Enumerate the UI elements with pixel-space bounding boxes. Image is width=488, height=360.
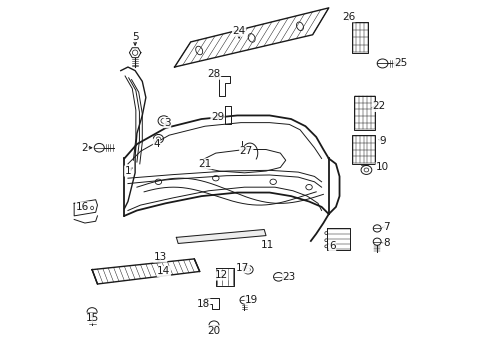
- Text: 22: 22: [371, 102, 385, 112]
- Polygon shape: [176, 229, 265, 243]
- Text: 7: 7: [382, 222, 388, 231]
- Text: 6: 6: [328, 241, 335, 251]
- Text: 17: 17: [236, 263, 249, 273]
- Text: 15: 15: [85, 313, 99, 323]
- Text: 10: 10: [375, 162, 388, 172]
- Text: 1: 1: [124, 166, 131, 176]
- Text: 3: 3: [164, 118, 170, 128]
- Text: 8: 8: [382, 238, 388, 248]
- Text: 29: 29: [210, 112, 224, 122]
- Text: 24: 24: [232, 26, 245, 36]
- Text: 12: 12: [214, 270, 227, 280]
- Text: 5: 5: [132, 32, 138, 41]
- Text: 25: 25: [393, 58, 407, 68]
- Text: 13: 13: [153, 252, 166, 262]
- Text: 19: 19: [244, 295, 258, 305]
- Text: 21: 21: [198, 159, 211, 169]
- Text: 26: 26: [341, 12, 354, 22]
- Text: 14: 14: [157, 266, 170, 276]
- Text: 2: 2: [81, 143, 88, 153]
- Text: 20: 20: [207, 325, 220, 336]
- Text: 23: 23: [282, 272, 295, 282]
- Text: 16: 16: [76, 202, 89, 212]
- Text: 4: 4: [153, 139, 160, 149]
- Text: 11: 11: [261, 239, 274, 249]
- Text: 27: 27: [239, 146, 252, 156]
- Text: 9: 9: [379, 136, 385, 145]
- Text: 28: 28: [207, 69, 220, 79]
- Text: 18: 18: [196, 299, 209, 309]
